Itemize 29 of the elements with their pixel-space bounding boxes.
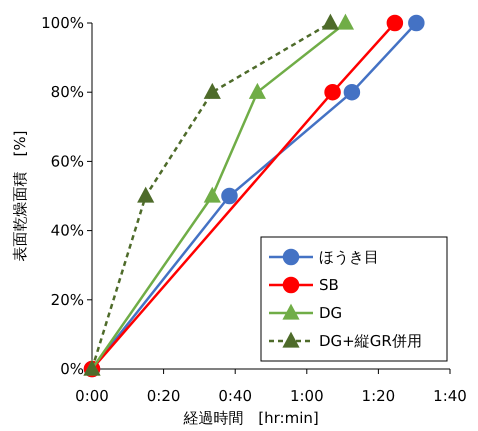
point [221, 188, 238, 204]
y-tick-label: 20% [50, 290, 84, 309]
point [324, 84, 341, 100]
point [322, 14, 339, 30]
point [249, 84, 266, 99]
y-tick-label: 0% [60, 360, 84, 378]
legend-label: SB [319, 276, 339, 294]
y-tick-label: 40% [50, 222, 84, 240]
x-tick-label: 1:00 [290, 387, 324, 405]
y-axis-title: 表面乾燥面積 [%] [11, 130, 29, 262]
point [138, 187, 154, 203]
x-tick-label: 0:00 [75, 387, 109, 405]
x-axis-title: 経過時間 [hr:min] [182, 409, 319, 427]
point [386, 14, 404, 32]
point [344, 84, 360, 100]
x-tick-label: 1:20 [362, 387, 396, 405]
point [408, 14, 425, 32]
legend-label: DG+縦GR併用 [319, 332, 422, 350]
x-tick-label: 0:20 [146, 387, 180, 405]
point [204, 84, 220, 99]
legend-label: ほうき目 [319, 248, 379, 266]
y-tick-label: 80% [50, 83, 84, 102]
x-tick-label: 0:40 [218, 387, 252, 405]
point [337, 14, 354, 30]
y-tick-label: 60% [50, 152, 84, 170]
legend-label: DG [319, 304, 342, 322]
point [204, 187, 220, 203]
y-tick-label: 100% [41, 14, 84, 32]
x-tick-label: 1:40 [433, 387, 467, 405]
